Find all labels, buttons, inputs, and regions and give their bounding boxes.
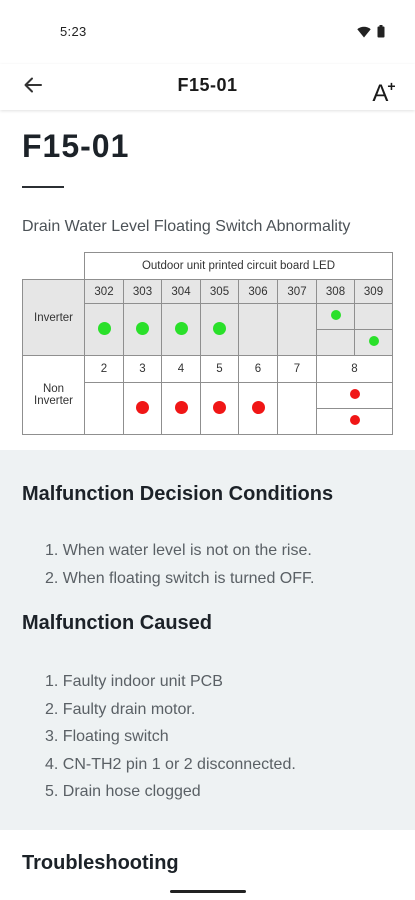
home-indicator[interactable] [170, 890, 246, 893]
caused-heading: Malfunction Caused [22, 612, 213, 634]
caused-list: 1. Faulty indoor unit PCB 2. Faulty drai… [45, 668, 296, 806]
col-8: 8 [316, 355, 393, 383]
troubleshooting-heading[interactable]: Troubleshooting [22, 852, 179, 874]
led-dot-8-lower [349, 415, 360, 425]
col-305: 305 [200, 279, 239, 304]
led-cell-307b [277, 303, 317, 356]
decision-list: 1. When water level is not on the rise. … [45, 537, 314, 592]
led-cell-309 [354, 329, 393, 356]
led-cell-8-upper [316, 382, 393, 409]
led-cell-308 [316, 303, 355, 330]
font-size-icon: A [372, 80, 389, 107]
list-item: 2. Faulty drain motor. [45, 700, 196, 718]
col-309: 309 [354, 279, 393, 304]
led-dot-3 [136, 400, 149, 414]
list-item: 5. Drain hose clogged [45, 783, 201, 800]
led-dot-306 [213, 321, 226, 335]
non-inverter-label: Non Inverter [22, 355, 85, 435]
info-panel: Malfunction Decision Conditions 1. When … [0, 450, 415, 830]
led-cell-303 [84, 303, 124, 356]
led-cell-6 [238, 382, 278, 435]
led-cell-307 [238, 303, 278, 356]
table-corner [22, 252, 85, 280]
error-code-title: F15-01 [22, 128, 130, 164]
led-cell-7 [277, 382, 317, 435]
font-size-button[interactable]: A+ [367, 68, 401, 107]
app-bar-title: F15-01 [177, 75, 238, 95]
led-cell-2 [84, 382, 124, 435]
led-header: Outdoor unit printed circuit board LED [84, 252, 393, 280]
inverter-label: Inverter [22, 279, 85, 356]
col-307: 307 [277, 279, 317, 304]
led-cell-308-empty [354, 303, 393, 330]
decision-heading: Malfunction Decision Conditions [22, 483, 334, 505]
col-303: 303 [123, 279, 162, 304]
title-divider [22, 186, 64, 188]
led-dot-303 [97, 321, 111, 335]
list-item: 3. Floating switch [45, 728, 169, 745]
arrow-left-icon [24, 77, 42, 98]
col-302: 302 [84, 279, 124, 304]
col-5: 5 [200, 355, 239, 383]
error-description: Drain Water Level Floating Switch Abnorm… [22, 218, 351, 235]
back-button[interactable] [18, 72, 48, 102]
led-cell-308-lower [316, 329, 355, 356]
led-cell-306 [200, 303, 239, 356]
led-cell-5 [200, 382, 239, 435]
list-item: 1. When water level is not on the rise. [45, 542, 312, 559]
status-icons [357, 25, 385, 43]
led-dot-8-upper [349, 389, 360, 399]
led-cell-3 [123, 382, 162, 435]
status-bar: 5:23 [0, 0, 415, 64]
led-cell-304 [123, 303, 162, 356]
font-size-plus: + [387, 78, 396, 94]
col-3: 3 [123, 355, 162, 383]
status-time: 5:23 [60, 24, 87, 39]
led-dot-4 [174, 400, 188, 414]
led-cell-8-lower [316, 408, 393, 435]
led-dot-308 [330, 310, 341, 320]
led-dot-309 [368, 336, 379, 346]
list-item: 4. CN-TH2 pin 1 or 2 disconnected. [45, 755, 296, 773]
col-306: 306 [238, 279, 278, 304]
battery-icon [377, 25, 385, 43]
col-308: 308 [316, 279, 355, 304]
led-dot-304 [136, 321, 149, 335]
list-item: 1. Faulty indoor unit PCB [45, 673, 223, 690]
wifi-icon [357, 25, 371, 43]
app-bar: F15-01 A+ [0, 64, 415, 110]
led-dot-5 [213, 400, 226, 414]
led-cell-305 [161, 303, 201, 356]
col-6: 6 [238, 355, 278, 383]
list-item: 2. When floating switch is turned OFF. [45, 569, 315, 587]
col-304: 304 [161, 279, 201, 304]
led-cell-4 [161, 382, 201, 435]
col-4: 4 [161, 355, 201, 383]
led-dot-6 [251, 400, 265, 414]
col-7: 7 [277, 355, 317, 383]
led-dot-305 [174, 321, 188, 335]
col-2: 2 [84, 355, 124, 383]
led-indicator-table: Outdoor unit printed circuit board LED I… [22, 252, 393, 435]
